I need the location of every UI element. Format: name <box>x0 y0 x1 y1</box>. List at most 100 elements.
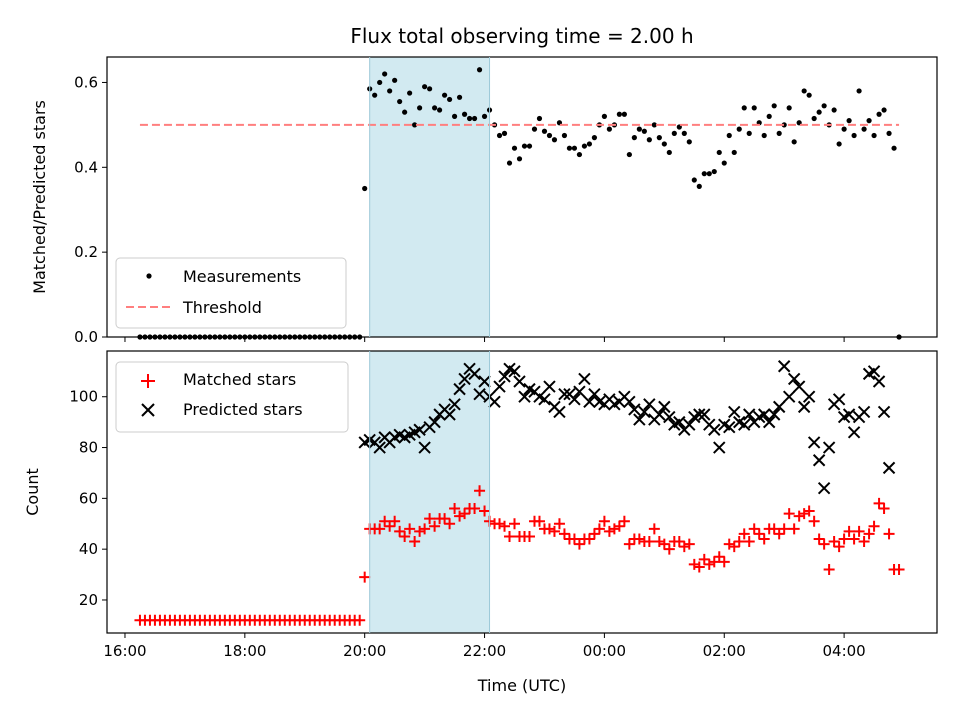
predicted-star-point <box>693 408 706 421</box>
measurement-point <box>691 177 697 183</box>
matched-star-point <box>703 558 715 570</box>
predicted-star-point <box>538 393 551 406</box>
top-panel: 0.0 0.2 0.4 0.6 Matched/Predicted stars Mea… <box>30 56 938 346</box>
x-tick-label: 04:00 <box>822 642 865 660</box>
chart-title: Flux total observing time = 2.00 h <box>350 24 693 48</box>
measurement-point <box>766 113 772 119</box>
predicted-star-point <box>673 415 686 429</box>
matched-star-point <box>863 528 875 540</box>
matched-star-point <box>384 520 396 532</box>
predicted-star-point <box>493 380 506 393</box>
matched-star-point <box>708 556 720 568</box>
predicted-star-point <box>832 393 846 406</box>
measurement-point <box>387 88 393 94</box>
predicted-star-point <box>498 370 511 383</box>
measurement-point <box>531 126 538 132</box>
matched-star-point <box>444 518 456 530</box>
x-tick-label: 02:00 <box>703 642 746 660</box>
legend-predicted-label: Predicted stars <box>183 400 303 419</box>
predicted-star-point <box>743 408 756 421</box>
measurement-point <box>666 149 672 156</box>
measurement-point <box>631 135 637 141</box>
legend-measurements-marker <box>146 273 152 279</box>
bottom-legend: Matched stars Predicted stars <box>115 361 349 433</box>
predicted-star-point <box>518 390 531 403</box>
bottom-legend-frame <box>115 361 349 433</box>
matched-star-point <box>848 533 860 545</box>
matched-star-point <box>608 523 620 535</box>
predicted-star-point <box>772 400 786 414</box>
matched-star-point <box>728 541 740 553</box>
measurement-point <box>686 139 692 145</box>
measurement-point <box>432 105 438 111</box>
matched-star-point <box>723 538 735 550</box>
predicted-star-point <box>458 372 471 386</box>
predicted-star-point <box>653 408 666 421</box>
predicted-star-point <box>453 382 466 396</box>
measurement-point <box>566 145 573 151</box>
matched-star-point <box>818 538 830 550</box>
matched-star-point <box>429 520 441 532</box>
measurement-point <box>681 130 687 136</box>
predicted-star-point <box>473 387 486 401</box>
matched-star-point <box>858 536 870 548</box>
measurement-point <box>551 137 558 143</box>
measurement-point <box>701 171 707 177</box>
y-tick-label: 0.4 <box>74 158 98 176</box>
top-legend: Measurements Threshold <box>115 257 347 329</box>
top-panel-y-axis: 0.0 0.2 0.4 0.6 <box>74 73 107 346</box>
predicted-star-point <box>443 408 456 421</box>
predicted-star-point <box>847 426 861 439</box>
observing-span-bottom <box>369 351 490 633</box>
measurement-point <box>711 168 717 175</box>
measurement-point <box>417 105 423 111</box>
matched-star-point <box>618 515 630 527</box>
matched-star-point <box>419 523 431 535</box>
predicted-star-point <box>782 390 796 403</box>
measurement-point <box>741 105 747 111</box>
predicted-star-point <box>708 423 721 436</box>
matched-star-point <box>414 525 426 537</box>
predicted-star-point <box>643 398 656 411</box>
measurement-point <box>441 92 448 98</box>
measurement-point <box>876 111 882 117</box>
y-tick-label: 100 <box>69 388 98 406</box>
measurement-point <box>671 130 677 136</box>
measurement-point <box>606 126 612 132</box>
matched-star-point <box>758 533 770 545</box>
measurement-point <box>362 185 368 192</box>
matched-star-point <box>588 528 600 540</box>
x-tick-label: 20:00 <box>343 642 386 660</box>
measurement-point <box>781 122 787 128</box>
matched-star-point <box>653 536 665 548</box>
predicted-star-point <box>777 360 791 373</box>
matched-star-point <box>593 523 605 535</box>
measurement-point <box>591 135 598 141</box>
predicted-star-point <box>857 405 871 419</box>
measurement-point <box>821 103 827 109</box>
x-tick-label: 22:00 <box>463 642 506 660</box>
measurement-point <box>746 130 752 136</box>
measurement-point <box>377 79 383 86</box>
measurement-point <box>516 156 523 162</box>
matched-star-point <box>833 541 845 553</box>
x-tick-label: 16:00 <box>103 642 146 660</box>
matched-star-point <box>688 558 700 570</box>
legend-matched-marker <box>141 374 155 388</box>
matched-star-point <box>738 528 750 540</box>
legend-predicted-marker <box>141 403 155 417</box>
predicted-star-point <box>728 405 741 419</box>
measurement-point <box>841 126 847 132</box>
matched-star-point <box>778 523 790 535</box>
matched-star-point <box>523 530 535 542</box>
measurement-point <box>731 149 737 156</box>
matched-star-point <box>803 505 815 517</box>
bottom-panel: 20 40 60 80 100 16:00 18:00 20:00 22:00 00:00 02:… <box>23 350 938 695</box>
predicted-star-point <box>767 408 781 421</box>
measurement-point <box>626 151 632 158</box>
measurement-point <box>451 113 458 119</box>
measurement-point <box>886 130 892 136</box>
predicted-star-point <box>822 441 836 454</box>
matched-star-point <box>713 551 725 563</box>
